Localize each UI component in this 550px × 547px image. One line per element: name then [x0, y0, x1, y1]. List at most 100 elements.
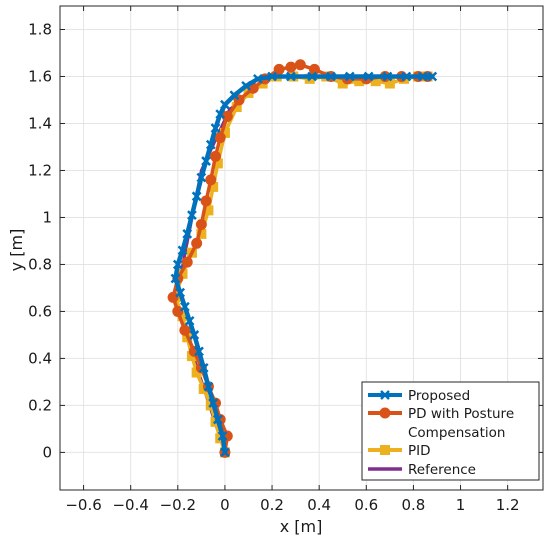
x-marker-stroke [198, 362, 209, 373]
x-marker-stroke [175, 287, 186, 298]
data-point-pid [177, 268, 188, 279]
data-point-proposed [210, 123, 221, 134]
legend-label-pd: PD with Posture [408, 406, 514, 422]
plot-area-border [59, 5, 544, 491]
x-marker-stroke [220, 447, 230, 458]
data-point-proposed [215, 109, 226, 119]
y-tick-label: 0.4 [28, 349, 52, 367]
data-point-proposed [194, 346, 204, 357]
x-tick-label: 0.8 [401, 496, 425, 514]
x-marker-stroke [189, 330, 200, 340]
data-point-proposed [177, 245, 188, 256]
data-point-proposed [187, 210, 197, 220]
data-point-pd-with-posture-compensation [200, 195, 212, 207]
x-marker-stroke [382, 71, 393, 82]
x-marker-stroke [380, 390, 390, 400]
x-tick-label: 1 [456, 496, 466, 514]
y-tick-label: 1.2 [28, 161, 52, 179]
series-line-proposed [173, 74, 435, 455]
legend: Proposed PD with Posture Compensation PI… [361, 381, 540, 481]
x-marker-stroke [201, 156, 211, 166]
data-point-proposed [170, 273, 181, 284]
x-tick-label: −0.6 [65, 496, 101, 514]
data-point-pid [231, 102, 242, 113]
data-point-pid [384, 78, 395, 89]
data-point-pid [219, 127, 230, 138]
data-point-proposed [217, 431, 228, 441]
x-tick-label: 0.6 [354, 496, 378, 514]
data-point-proposed [220, 99, 230, 110]
x-marker-stroke [194, 346, 204, 357]
data-point-proposed [198, 362, 209, 373]
legend-label-proposed: Proposed [408, 388, 470, 404]
x-marker-stroke [286, 71, 296, 82]
x-marker-stroke [217, 431, 228, 441]
x-marker-stroke [229, 90, 240, 101]
data-point-pd-with-posture-compensation [294, 59, 306, 71]
data-point-pid [191, 367, 202, 378]
x-tick-label: −0.2 [160, 496, 196, 514]
x-marker-stroke [253, 73, 263, 84]
data-point-proposed [212, 414, 223, 425]
y-tick-label: 0.8 [28, 255, 52, 273]
x-marker-stroke [241, 80, 252, 91]
x-tick-label: 0 [220, 496, 230, 514]
data-point-proposed [184, 315, 195, 326]
x-axis-title: x [m] [280, 517, 323, 536]
data-point-pd-with-posture-compensation [167, 291, 179, 303]
x-tick-label: −0.4 [112, 496, 148, 514]
data-point-pd-with-posture-compensation [205, 174, 217, 186]
x-marker-stroke [205, 139, 216, 150]
x-marker-stroke [215, 109, 226, 119]
x-marker-stroke [220, 99, 230, 110]
x-marker-stroke [187, 210, 197, 220]
series-layer [167, 59, 438, 458]
x-tick-label: 0.4 [307, 496, 331, 514]
data-point-pid [177, 311, 188, 322]
x-marker-stroke [212, 414, 223, 425]
data-point-proposed [220, 447, 230, 458]
data-point-pd-with-posture-compensation [214, 132, 226, 144]
x-marker-stroke [267, 71, 277, 82]
data-point-pd-with-posture-compensation [181, 256, 193, 268]
data-point-proposed [267, 71, 277, 82]
data-point-pid [203, 205, 214, 216]
data-point-pid [208, 181, 219, 192]
data-point-pid [354, 76, 365, 87]
x-marker-stroke [417, 71, 428, 82]
y-tick-label: 1.4 [28, 114, 52, 132]
x-marker-stroke [363, 71, 374, 82]
data-point-proposed [203, 381, 214, 392]
data-point-proposed [196, 172, 207, 183]
x-marker-stroke [179, 301, 190, 312]
axis-ticks: −0.6 −0.4 −0.2 0 0.2 0.4 0.6 0.8 1 1.2 0 0.2 0.4 0.6 0… [28, 6, 543, 514]
legend-marker-pid [380, 445, 390, 455]
x-marker-stroke [203, 381, 214, 392]
data-point-proposed [201, 156, 211, 166]
series-proposed [170, 71, 438, 458]
legend-marker-proposed [380, 390, 390, 400]
data-point-proposed [229, 90, 240, 101]
data-point-pid [337, 78, 348, 89]
data-point-pd-with-posture-compensation [285, 61, 297, 73]
data-point-pd-with-posture-compensation [191, 237, 203, 249]
x-tick-label: 1.2 [496, 496, 520, 514]
legend-label-pd-cont: Compensation [408, 425, 505, 441]
data-point-proposed [326, 71, 336, 82]
data-point-pd-with-posture-compensation [195, 219, 207, 231]
data-point-pid [196, 228, 207, 239]
data-point-proposed [182, 229, 193, 239]
legend-label-reference: Reference [408, 462, 476, 478]
y-tick-label: 0.2 [28, 396, 52, 414]
data-point-pid [212, 158, 223, 169]
data-point-proposed [307, 71, 317, 82]
data-point-proposed [417, 71, 428, 82]
y-axis-title: y [m] [7, 229, 26, 272]
x-marker-stroke [191, 191, 202, 202]
legend-label-pid: PID [408, 443, 431, 459]
data-point-proposed [427, 71, 438, 82]
y-tick-label: 0 [42, 443, 52, 461]
legend-marker-pd-with-posture-compensation [379, 407, 391, 419]
data-point-proposed [189, 330, 200, 340]
